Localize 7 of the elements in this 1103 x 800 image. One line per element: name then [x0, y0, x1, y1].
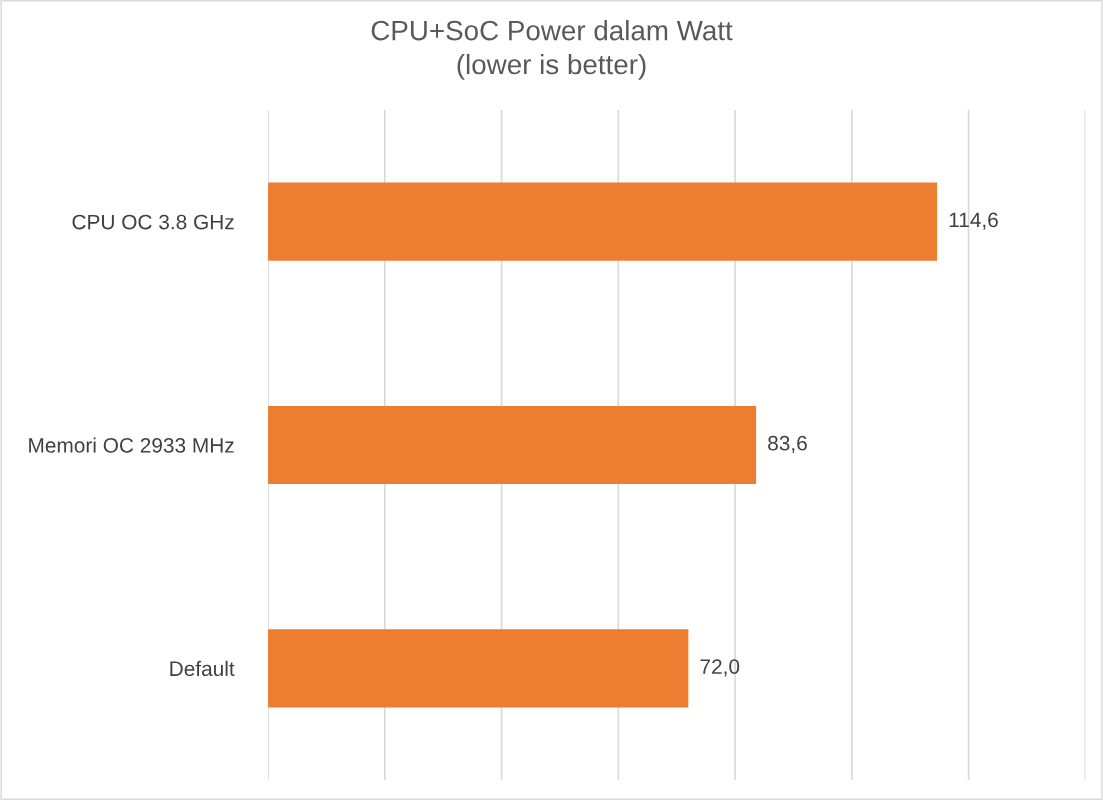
data-label: 72,0: [700, 659, 740, 677]
data-label: 114,6: [949, 212, 998, 230]
y-tick-label: Memori OC 2933 MHz: [29, 437, 234, 453]
data-label: 83,6: [768, 435, 807, 454]
chart-title: CPU+SoC Power dalam Watt (lower is better): [371, 20, 733, 80]
y-tick-label: Default: [170, 660, 235, 677]
y-tick-label: CPU OC 3.8 GHz: [72, 214, 234, 230]
